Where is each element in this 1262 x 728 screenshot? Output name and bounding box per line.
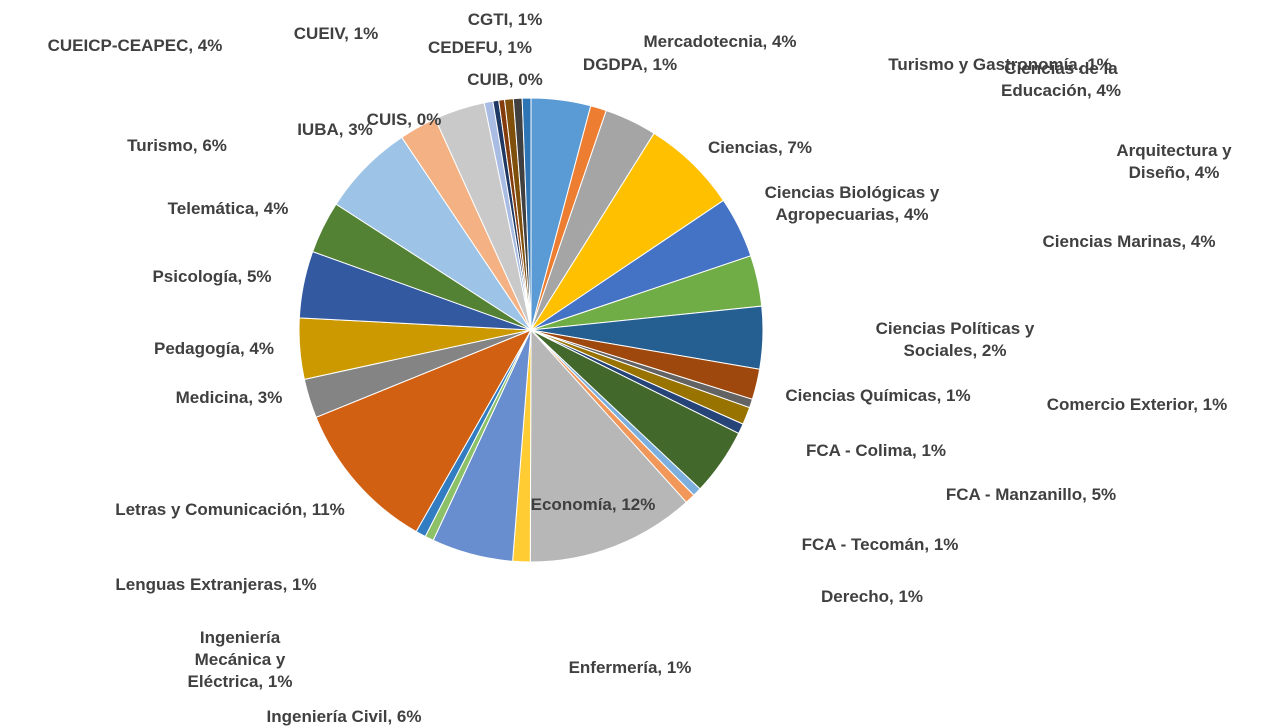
data-label: Ciencias, 7% (708, 138, 812, 157)
data-label: Comercio Exterior, 1% (1046, 395, 1228, 414)
data-label: Medicina, 3% (175, 388, 283, 407)
data-label: FCA - Manzanillo, 5% (945, 485, 1117, 504)
data-label: Economía, 12% (530, 495, 656, 514)
pie-slice (529, 328, 688, 563)
data-label: Letras y Comunicación, 11% (115, 500, 345, 519)
data-label: CUEIV, 1% (293, 24, 379, 43)
data-label: Telemática, 4% (167, 199, 289, 218)
data-label: Ingeniería Civil, 6% (266, 707, 422, 726)
data-label: Lenguas Extranjeras, 1% (115, 575, 317, 594)
data-label: FCA - Colima, 1% (805, 441, 947, 460)
data-label: DGDPA, 1% (582, 55, 678, 74)
data-label: Enfermería, 1% (568, 658, 692, 677)
data-label: Pedagogía, 4% (154, 339, 274, 358)
data-label: Ciencias Políticas y Sociales, 2% (875, 319, 1035, 360)
data-label: Mercadotecnia, 4% (643, 32, 797, 51)
data-label: Ciencias Biológicas y Agropecuarias, 4% (764, 183, 940, 224)
data-label: CUIS, 0% (366, 110, 442, 129)
data-label: Ciencias Marinas, 4% (1042, 232, 1216, 251)
data-label: Ciencias de la Educación, 4% (1001, 59, 1121, 100)
data-label: CUEICP-CEAPEC, 4% (47, 36, 223, 55)
data-label: Arquitectura y Diseño, 4% (1116, 141, 1232, 182)
data-label: Ingeniería Mecánica y Eléctrica, 1% (187, 628, 293, 691)
data-label: Psicología, 5% (152, 267, 272, 286)
data-label: Derecho, 1% (820, 587, 924, 606)
data-label: IUBA, 3% (297, 120, 373, 139)
pie-slice (521, 97, 532, 331)
data-label: CUIB, 0% (467, 70, 543, 89)
data-label: FCA - Tecomán, 1% (801, 535, 959, 554)
pie-slice (315, 328, 533, 533)
data-label: CGTI, 1% (467, 10, 543, 29)
data-label: Turismo y Gastronomía, 1% (888, 55, 1112, 74)
data-label: Turismo, 6% (127, 136, 227, 155)
data-label: Ciencias Químicas, 1% (785, 386, 971, 405)
data-label: CEDEFU, 1% (428, 38, 532, 57)
